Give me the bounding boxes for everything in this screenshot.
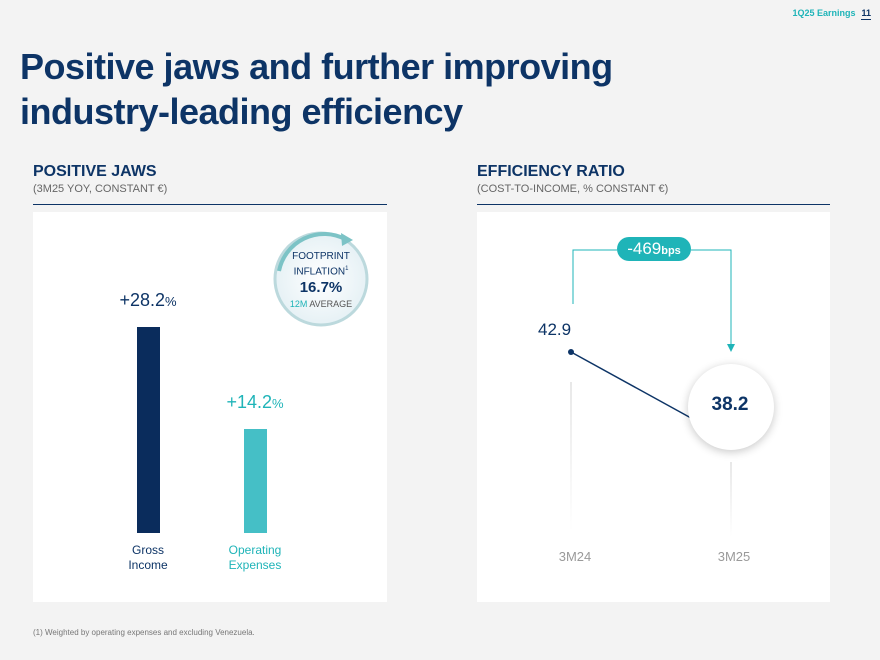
value-3m25-bubble — [688, 364, 774, 450]
footprint-value: 16.7% — [299, 279, 343, 297]
efficiency-ratio-heading: EFFICIENCY RATIO — [477, 163, 625, 180]
positive-jaws-subheading: (3M25 YOY, CONSTANT €) — [33, 183, 168, 195]
bar-label-gross-income: Gross Income — [128, 543, 168, 572]
footprint-label-line1: FOOTPRINT — [292, 251, 350, 262]
bar-gross-income — [136, 327, 160, 533]
bps-change-badge: -469bps — [617, 237, 691, 261]
bracket-left — [572, 249, 617, 304]
title-regular: Positive jaws and — [20, 46, 322, 87]
bracket-right — [691, 249, 732, 346]
guide-3m24 — [570, 382, 572, 532]
title-bold: further improving industry-leading effic… — [20, 46, 613, 132]
left-divider — [33, 204, 387, 205]
positive-jaws-heading: POSITIVE JAWS — [33, 163, 157, 180]
efficiency-chart — [568, 249, 735, 537]
page-number: 11 — [861, 8, 871, 20]
bar-label-operating-expenses: Operating Expenses — [228, 543, 282, 572]
value-3m25: 38.2 — [711, 394, 749, 415]
category-3m24: 3M24 — [558, 549, 592, 564]
footprint-label-line2: INFLATION1 — [293, 266, 349, 278]
arrow-head-icon — [341, 233, 353, 246]
footnote: (1) Weighted by operating expenses and e… — [33, 628, 255, 637]
right-divider — [477, 204, 830, 205]
quarter-label: 1Q25 Earnings — [792, 8, 856, 18]
guide-3m25 — [730, 462, 732, 537]
efficiency-ratio-subheading: (COST-TO-INCOME, % CONSTANT €) — [477, 183, 669, 195]
point-3m24 — [568, 349, 574, 355]
footprint-inflation-text: FOOTPRINT INFLATION1 16.7% 12M AVERAGE — [263, 251, 379, 310]
value-3m24: 42.9 — [538, 320, 572, 339]
header-tag: 1Q25 Earnings 11 — [792, 8, 871, 20]
bracket-arrow-icon — [727, 344, 735, 352]
bar-value-gross-income: +28.2% — [119, 290, 177, 311]
bar-operating-expenses — [243, 429, 267, 533]
category-3m25: 3M25 — [717, 549, 751, 564]
page-title: Positive jaws and further improving indu… — [20, 44, 740, 134]
footprint-inflation-circle — [273, 231, 369, 327]
bar-value-operating-expenses: +14.2% — [226, 392, 284, 413]
footprint-average: 12M AVERAGE — [289, 299, 353, 310]
